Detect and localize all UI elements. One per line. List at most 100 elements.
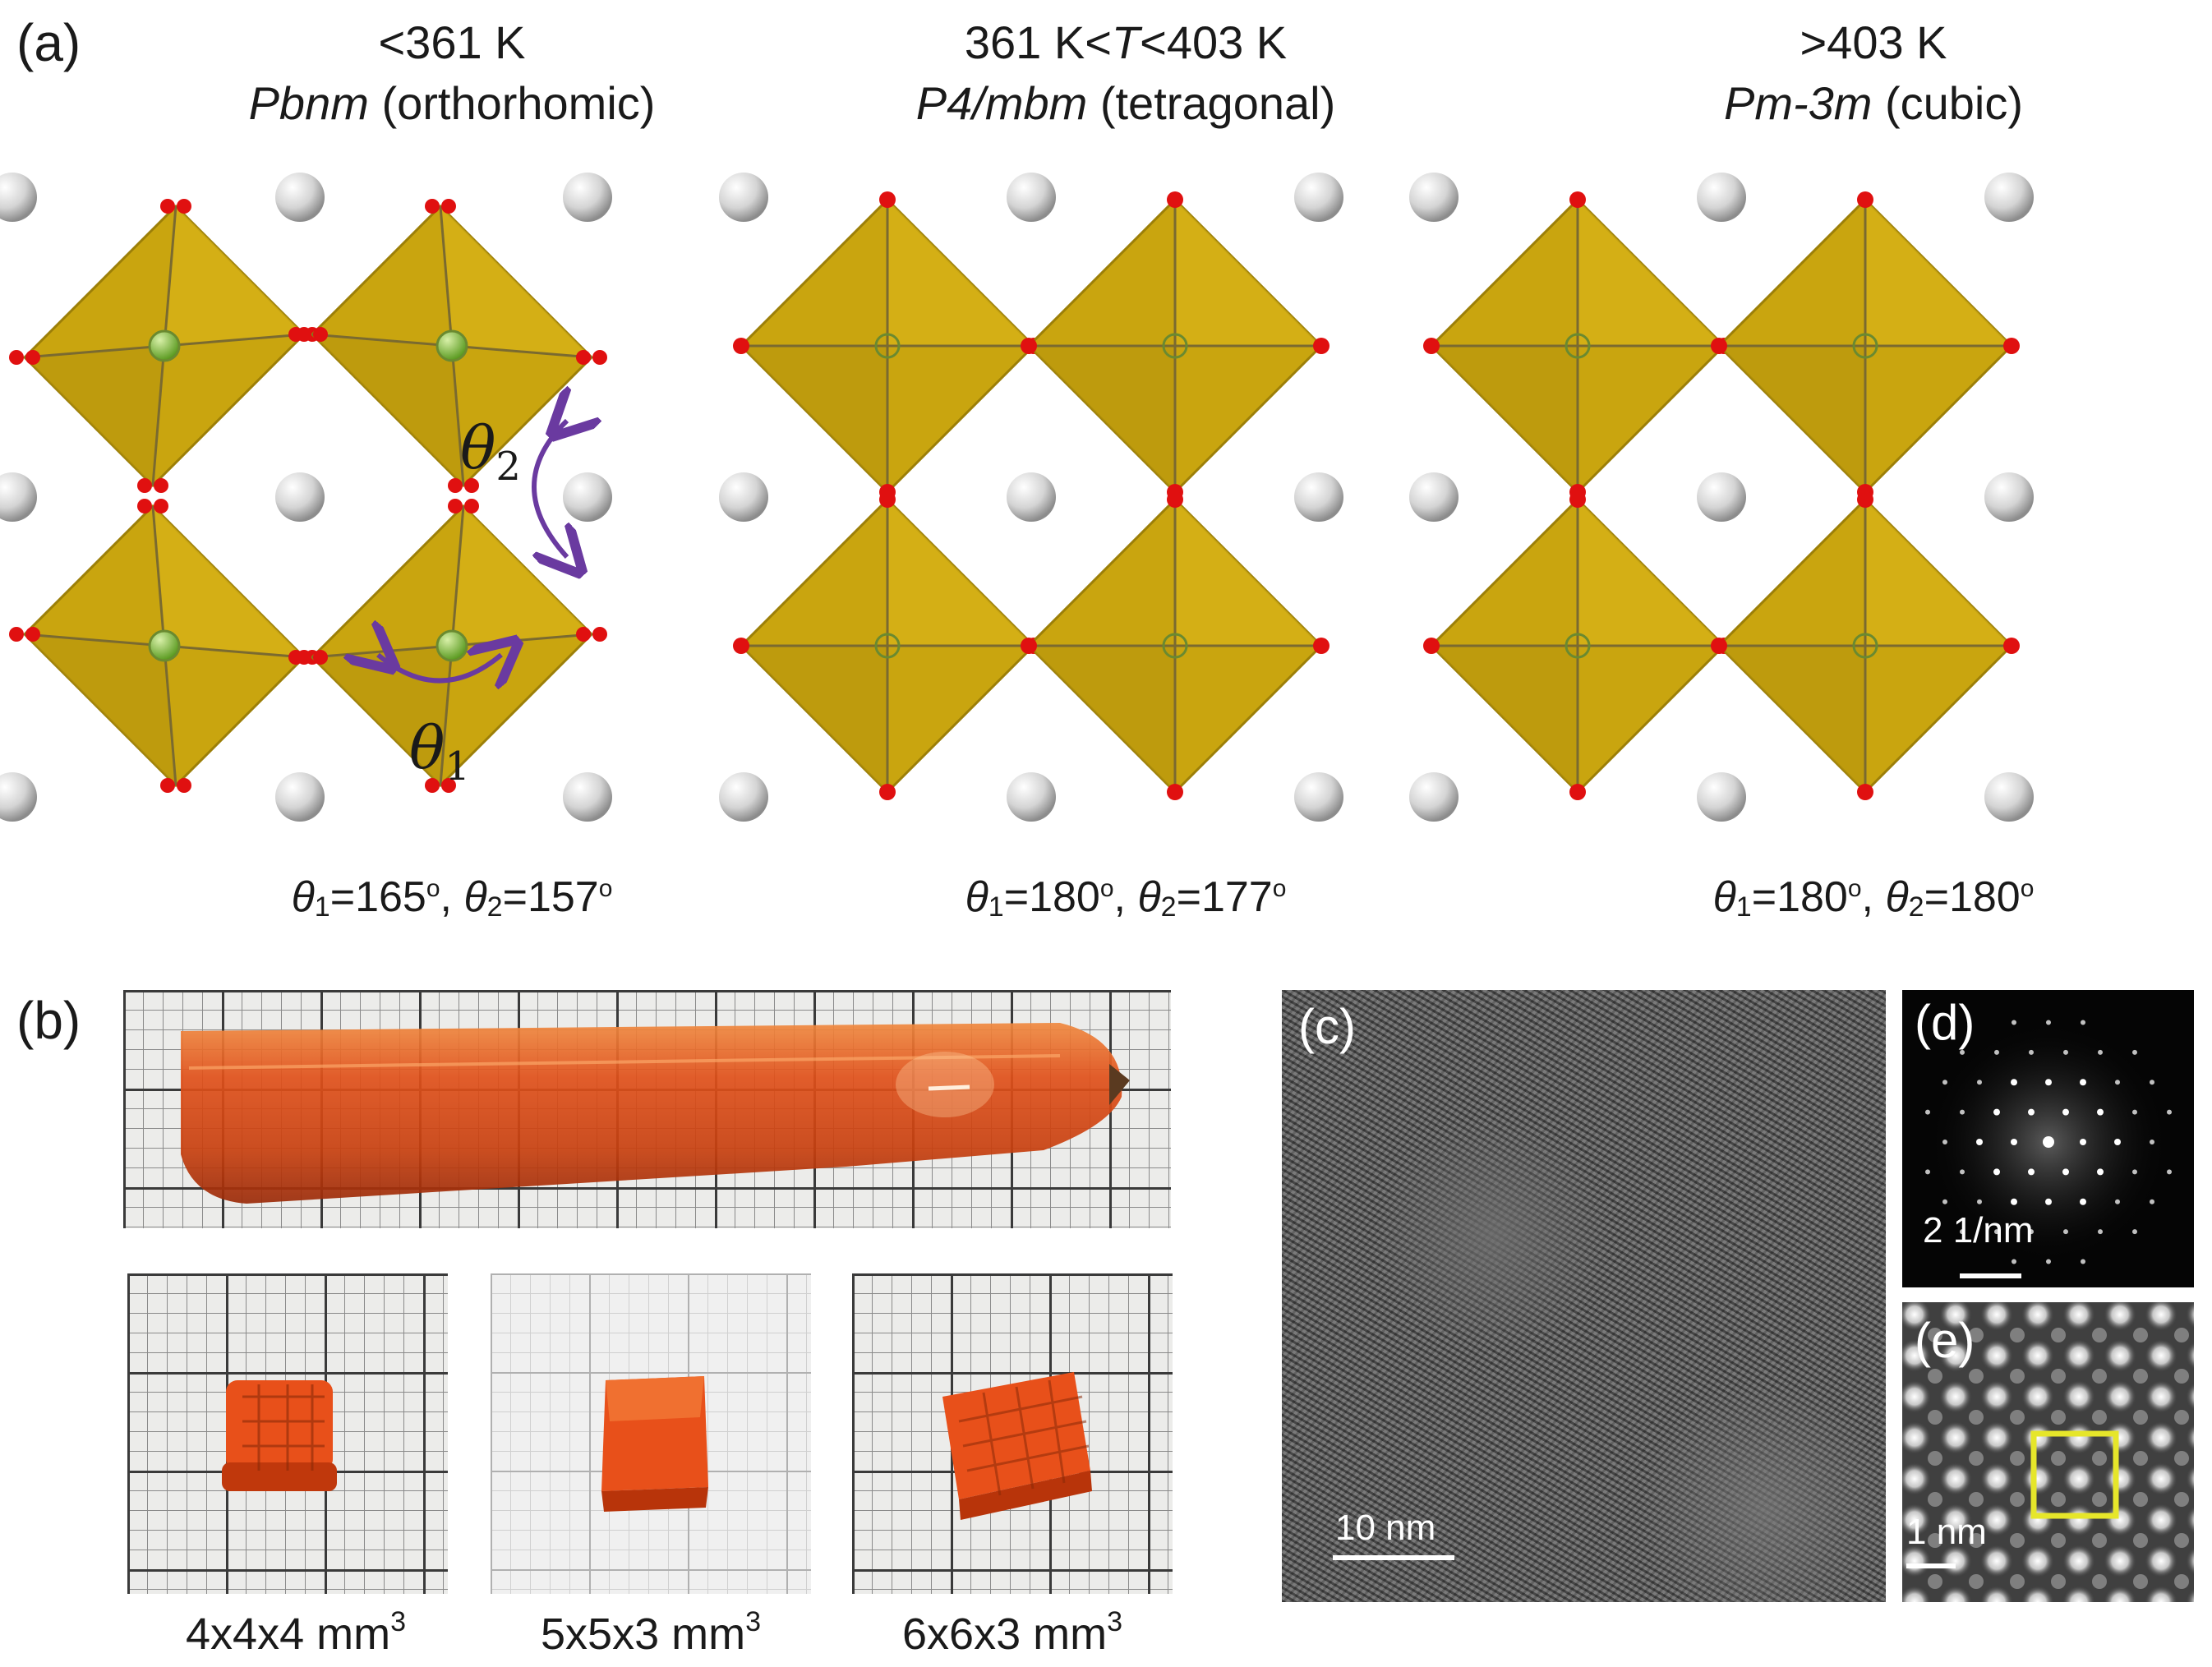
lattice-dot	[2021, 1302, 2054, 1331]
fft-spot	[2012, 1259, 2016, 1264]
lattice-dot-minor	[2092, 1410, 2107, 1425]
a-site-atom	[1697, 772, 1746, 822]
fft-spot	[2028, 1108, 2035, 1116]
a-site-atom	[1007, 173, 1056, 222]
phase-header-tetragonal: 361 K<T<403 K P4/mbm (tetragonal)	[756, 12, 1495, 134]
fft-spot	[1994, 1229, 1999, 1235]
angle-values-orthorhombic: θ1=165o, θ2=157o	[291, 873, 613, 923]
oxygen-atom	[576, 627, 591, 642]
lattice-dot	[2104, 1380, 2136, 1413]
lattice-dot	[1939, 1380, 1972, 1413]
fft-spot	[2029, 1049, 2034, 1055]
lattice-dot	[1939, 1339, 1972, 1372]
angle-values-cubic: θ1=180o, θ2=180o	[1712, 873, 2035, 923]
oxygen-atom	[1167, 784, 1183, 800]
lattice-dot-minor	[2133, 1328, 2148, 1342]
oxygen-atom	[177, 199, 191, 214]
lattice-dot	[2186, 1341, 2194, 1370]
a-site-atom	[563, 472, 612, 522]
panel-label-b: (b)	[16, 991, 81, 1050]
lattice-dot	[2021, 1586, 2054, 1602]
a-site-atom	[1697, 173, 1746, 222]
lattice-dot	[1939, 1586, 1972, 1602]
oxygen-atom	[464, 499, 479, 513]
oxygen-atom	[448, 478, 463, 493]
oxygen-atom	[441, 199, 456, 214]
lattice-dot	[1939, 1504, 1972, 1536]
lattice-dot	[2145, 1380, 2177, 1413]
b-site-atom	[1162, 333, 1188, 359]
lattice-dot-minor	[2010, 1533, 2025, 1548]
fft-spot	[2045, 1198, 2052, 1205]
fft-spot	[2080, 1079, 2086, 1086]
lattice-dot-minor	[1928, 1328, 1942, 1342]
lattice-dot-minor	[2051, 1410, 2066, 1425]
fft-spot	[2098, 1229, 2103, 1235]
fft-spot	[1994, 1049, 1999, 1055]
lattice-dot	[1902, 1421, 1931, 1454]
a-site-atom	[275, 772, 325, 822]
lattice-dot-minor	[1969, 1369, 1984, 1384]
b-site-atom	[874, 633, 901, 659]
lattice-dot	[2145, 1339, 2177, 1372]
oxygen-atom	[1569, 191, 1586, 208]
lattice-dot-minor	[2174, 1451, 2189, 1466]
fft-spot	[1977, 1199, 1982, 1204]
fft-spot	[2132, 1229, 2137, 1235]
lattice-dot	[2186, 1382, 2194, 1411]
lattice-dot	[2062, 1339, 2095, 1372]
fft-spot	[1977, 1080, 1982, 1085]
oxygen-atom	[1711, 638, 1727, 654]
lattice-dot-minor	[1928, 1574, 1942, 1589]
oxygen-atom	[879, 491, 896, 508]
oxygen-atom	[1569, 784, 1586, 800]
octahedron	[1423, 491, 1732, 800]
fft-spot	[2011, 1198, 2017, 1205]
octahedron	[1423, 191, 1732, 500]
lattice-dot	[1939, 1421, 1972, 1454]
lattice-dot-minor	[2092, 1533, 2107, 1548]
lattice-dot	[2062, 1302, 2095, 1331]
oxygen-atom	[25, 350, 40, 365]
oxygen-atom	[1167, 491, 1183, 508]
lattice-dot-minor	[2174, 1328, 2189, 1342]
lattice-dot	[1939, 1302, 1972, 1331]
fft-spot	[2115, 1199, 2120, 1204]
oxygen-atom	[1423, 338, 1440, 354]
oxygen-atom	[1857, 191, 1873, 208]
lattice-dot	[2186, 1505, 2194, 1535]
oxygen-atom	[1167, 191, 1183, 208]
crystal-structures-diagram: θ2 θ1	[0, 173, 2034, 822]
phase-temperature: 361 K<T<403 K	[964, 16, 1288, 68]
fft-spot	[2114, 1139, 2121, 1145]
a-site-atom	[1294, 472, 1343, 522]
oxygen-atom	[9, 627, 24, 642]
panel-label-d: (d)	[1915, 995, 1975, 1050]
a-site-atom	[0, 173, 37, 222]
lattice-dot	[1902, 1545, 1931, 1577]
theta1-label: θ1	[409, 713, 470, 790]
scale-bar-d	[1960, 1273, 2021, 1278]
lattice-dot	[1939, 1545, 1972, 1577]
lattice-dot	[2104, 1421, 2136, 1454]
b-site-atom	[148, 329, 181, 362]
fft-spot	[1993, 1168, 2000, 1176]
crystal-caption-1: 4x4x4 mm3	[186, 1606, 406, 1659]
lattice-dot	[2021, 1462, 2054, 1495]
fft-spot	[2063, 1049, 2068, 1055]
b-site-atom	[1162, 633, 1188, 659]
oxygen-atom	[1569, 491, 1586, 508]
lattice-dot	[1902, 1339, 1931, 1372]
b-site-atom	[1852, 333, 1878, 359]
lattice-dot-minor	[2051, 1451, 2066, 1466]
oxygen-atom	[137, 478, 152, 493]
a-site-atom	[1007, 472, 1056, 522]
lattice-dot-minor	[2010, 1328, 2025, 1342]
fft-spot	[2062, 1108, 2069, 1116]
oxygen-atom	[1021, 638, 1037, 654]
oxygen-atom	[297, 327, 311, 342]
oxygen-atom	[1711, 338, 1727, 354]
fft-spot	[1960, 1169, 1965, 1175]
fft-spot	[2012, 1020, 2016, 1025]
crystal-caption-2: 5x5x3 mm3	[541, 1606, 761, 1659]
